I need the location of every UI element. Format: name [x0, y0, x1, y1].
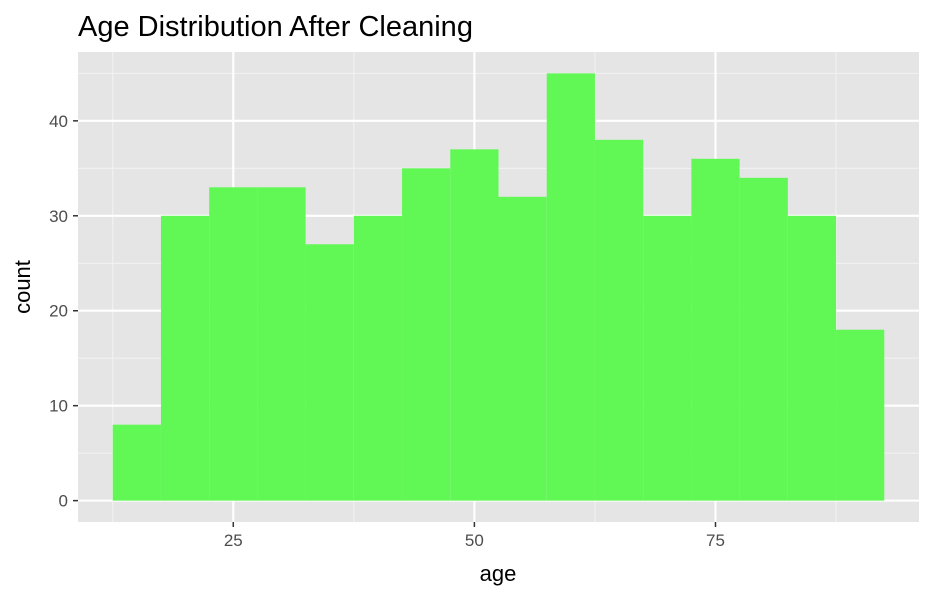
histogram-bar	[836, 329, 885, 501]
y-tick-label: 30	[49, 207, 68, 226]
y-tick-label: 40	[49, 112, 68, 131]
histogram-bar	[112, 424, 161, 501]
histogram-bar	[787, 215, 837, 501]
histogram-bar	[160, 215, 210, 501]
chart-title: Age Distribution After Cleaning	[78, 11, 473, 43]
x-axis: 25 50 75	[224, 522, 725, 550]
histogram-bar	[257, 187, 306, 501]
histogram-bar	[691, 158, 740, 501]
y-axis: 0 10 20 30 40	[49, 112, 78, 511]
x-axis-title: age	[480, 561, 517, 586]
histogram-bar	[498, 196, 547, 501]
y-tick-label: 10	[49, 397, 68, 416]
histogram-bar	[450, 149, 499, 501]
histogram-bar	[305, 244, 354, 501]
histogram-bar	[643, 215, 692, 501]
y-tick-label: 0	[59, 492, 68, 511]
histogram-bar	[594, 139, 644, 501]
y-tick-label: 20	[49, 302, 68, 321]
x-tick-label: 75	[706, 531, 725, 550]
x-tick-label: 50	[465, 531, 484, 550]
histogram-bar	[546, 73, 595, 501]
histogram-bar	[353, 215, 403, 501]
histogram-bar	[739, 177, 788, 501]
y-axis-title: count	[10, 260, 35, 314]
histogram-bars	[112, 73, 885, 501]
histogram-bar	[402, 168, 451, 501]
histogram-bar	[209, 187, 258, 501]
x-tick-label: 25	[224, 531, 243, 550]
